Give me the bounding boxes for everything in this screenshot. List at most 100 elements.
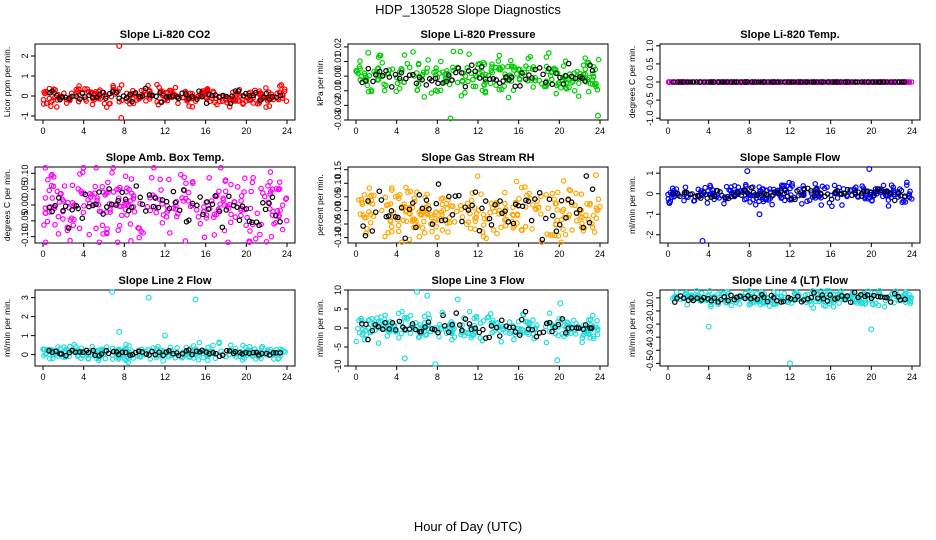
data-point-reference: [146, 192, 153, 198]
data-point: [694, 292, 700, 299]
y-tick-label: 1.0: [645, 40, 655, 53]
data-point-outlier: [116, 328, 123, 335]
data-point: [393, 74, 400, 81]
data-point: [55, 91, 61, 98]
data-point: [438, 58, 444, 65]
data-point: [457, 202, 464, 209]
data-point-reference: [701, 189, 707, 196]
data-point: [872, 186, 879, 192]
data-point-reference: [761, 191, 768, 197]
data-point-reference: [737, 293, 743, 299]
data-point: [424, 191, 430, 198]
data-point-reference: [423, 82, 430, 88]
data-point: [530, 84, 536, 90]
data-point: [590, 335, 597, 342]
data-point: [399, 308, 405, 315]
x-tick-label: 0: [40, 372, 45, 382]
data-point-reference: [769, 79, 775, 85]
data-point: [520, 329, 527, 335]
data-point-reference: [518, 316, 525, 323]
data-point: [478, 191, 484, 197]
data-point: [699, 290, 705, 296]
data-point-reference: [808, 79, 814, 85]
data-point: [365, 317, 372, 324]
data-point: [70, 222, 77, 229]
data-point-reference: [672, 299, 678, 305]
data-point-reference: [789, 79, 795, 85]
data-point: [726, 79, 733, 85]
data-point: [459, 214, 466, 220]
data-point: [383, 82, 389, 89]
data-point: [560, 178, 567, 184]
data-point: [572, 331, 579, 337]
data-point: [577, 70, 583, 77]
data-point: [752, 201, 759, 208]
data-point: [537, 211, 544, 217]
data-point: [257, 231, 263, 238]
data-point: [231, 199, 237, 205]
data-point: [483, 235, 489, 242]
data-point-reference: [365, 336, 371, 343]
panel-title: Slope Li-820 Temp.: [740, 29, 839, 41]
data-point: [201, 204, 207, 210]
data-point-reference: [849, 192, 855, 199]
data-point: [496, 211, 502, 217]
data-point: [394, 80, 401, 87]
data-point: [80, 209, 87, 216]
data-point-reference: [435, 181, 442, 187]
data-point-reference: [103, 204, 110, 210]
data-point: [806, 197, 813, 204]
data-point-reference: [801, 186, 808, 193]
data-point-outlier: [432, 361, 439, 368]
data-point: [812, 181, 819, 187]
data-point-reference: [142, 85, 149, 92]
x-tick-label: 4: [81, 372, 86, 382]
data-point-reference: [834, 187, 841, 194]
data-point: [781, 197, 788, 204]
data-point: [379, 60, 386, 66]
data-point: [81, 203, 87, 209]
data-point: [158, 187, 164, 193]
data-point: [224, 99, 230, 106]
data-point-reference: [828, 196, 835, 203]
data-point-reference: [589, 186, 596, 192]
data-point: [547, 72, 554, 79]
data-point: [870, 301, 876, 308]
data-point: [466, 308, 473, 315]
data-point: [252, 236, 259, 242]
data-point-reference: [199, 347, 205, 354]
data-point: [900, 198, 907, 204]
figure-xlabel: Hour of Day (UTC): [414, 519, 522, 534]
data-point: [545, 205, 551, 212]
data-point: [225, 239, 231, 246]
data-point: [356, 197, 362, 203]
data-point-reference: [705, 79, 712, 85]
data-point-reference: [687, 191, 694, 198]
data-point-reference: [855, 189, 862, 196]
data-point: [747, 199, 753, 205]
data-point: [386, 329, 393, 335]
data-point-reference: [396, 318, 403, 325]
plot-frame: [34, 43, 296, 121]
data-point-reference: [455, 65, 462, 71]
data-point: [367, 219, 374, 226]
data-point-reference: [137, 93, 143, 100]
data-point: [565, 214, 572, 221]
data-point: [566, 212, 573, 218]
data-point: [514, 220, 520, 226]
data-point: [505, 63, 511, 70]
data-point: [721, 200, 727, 207]
data-point-reference: [847, 299, 854, 306]
x-tick-label: 8: [122, 372, 127, 382]
data-point-reference: [725, 297, 731, 304]
data-point: [96, 94, 102, 101]
data-point-reference: [98, 351, 105, 357]
data-point: [138, 87, 145, 94]
data-point: [359, 331, 366, 338]
data-point: [269, 212, 276, 218]
data-point-reference: [266, 96, 273, 103]
data-point: [590, 70, 596, 77]
data-point-reference: [55, 195, 62, 201]
data-point-reference: [205, 206, 212, 212]
